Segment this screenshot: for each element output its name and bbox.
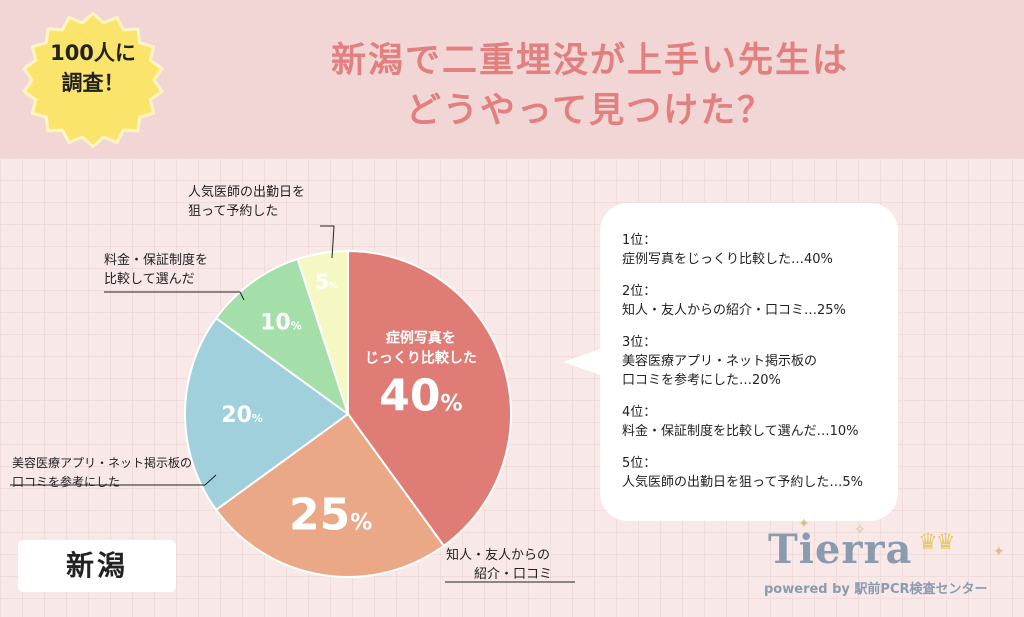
pie-slice bbox=[214, 257, 350, 417]
annotation-line: 知人・友人からの bbox=[446, 548, 551, 563]
percent-sign: % bbox=[291, 320, 302, 333]
ranking-rank: 3位： bbox=[622, 335, 657, 350]
ranking-item: 1位： 症例写真をじっくり比較した…40% bbox=[622, 231, 892, 269]
ranking-text: 人気医師の出勤日を狙って予約した…5% bbox=[622, 475, 863, 490]
ranking-text: 口コミを参考にした…20% bbox=[622, 373, 781, 388]
pie-slice bbox=[183, 316, 350, 512]
annotation-20: 美容医療アプリ・ネット掲示板の 口コミを参考にした bbox=[12, 454, 192, 492]
tierra-logo: ✦ ✧ ✦ Tierra ♛♛ powered by 駅前PCR検査センター bbox=[758, 516, 1008, 605]
leader-lines bbox=[10, 225, 575, 583]
sparkle-icon: ✦ bbox=[798, 516, 810, 532]
title-line: 新潟で二重埋没が上手い先生は bbox=[330, 41, 849, 81]
slice-category-label: 症例写真を bbox=[386, 329, 456, 346]
ranking-rank: 2位： bbox=[622, 284, 657, 299]
survey-badge: 100人に 調査！ bbox=[18, 38, 168, 98]
bubble-tail bbox=[563, 348, 603, 376]
logo-name: Tierra bbox=[768, 526, 913, 573]
percent-sign: % bbox=[350, 511, 372, 536]
ranking-item: 2位： 知人・友人からの紹介・口コミ…25% bbox=[622, 282, 892, 320]
ranking-text: 美容医療アプリ・ネット掲示板の bbox=[622, 354, 818, 369]
badge-starburst bbox=[22, 11, 164, 149]
annotation-line: 狙って予約した bbox=[188, 204, 279, 219]
page-title: 新潟で二重埋没が上手い先生は どうやって見つけた？ bbox=[230, 36, 950, 136]
sparkle-icon: ✦ bbox=[993, 544, 1005, 560]
annotation-25: 知人・友人からの 紹介・口コミ bbox=[446, 546, 552, 584]
slice-value-label: 40% bbox=[379, 370, 462, 421]
ranking-rank: 1位： bbox=[622, 233, 657, 248]
ranking-item: 5位： 人気医師の出勤日を狙って予約した…5% bbox=[622, 454, 892, 492]
pie-slice bbox=[296, 249, 349, 415]
ranking-rank: 4位： bbox=[622, 405, 657, 420]
annotation-10: 料金・保証制度を 比較して選んだ bbox=[104, 251, 208, 289]
badge-line: 調査！ bbox=[61, 71, 125, 95]
ranking-text: 症例写真をじっくり比較した…40% bbox=[622, 252, 833, 267]
ranking-text: 知人・友人からの紹介・口コミ…25% bbox=[622, 303, 846, 318]
title-line: どうやって見つけた？ bbox=[405, 91, 775, 131]
slices bbox=[183, 249, 512, 579]
pie-slice bbox=[347, 249, 512, 548]
pie-chart: 40%25%20%10%5%症例写真をじっくり比較した bbox=[10, 225, 575, 583]
badge-line: 100人に bbox=[50, 41, 136, 65]
leader-line bbox=[320, 225, 335, 259]
crown-icon: ♛♛ bbox=[918, 530, 955, 555]
pie-slice bbox=[214, 412, 446, 579]
annotation-line: 人気医師の出勤日を bbox=[188, 185, 306, 200]
annotation-line: 口コミを参考にした bbox=[12, 475, 121, 489]
annotation-line: 比較して選んだ bbox=[104, 272, 195, 287]
leader-line bbox=[104, 291, 245, 301]
annotation-line: 美容医療アプリ・ネット掲示板の bbox=[12, 456, 193, 470]
annotation-5: 人気医師の出勤日を 狙って予約した bbox=[188, 183, 305, 221]
logo-subtitle: powered by 駅前PCR検査センター bbox=[764, 582, 988, 597]
annotation-line: 料金・保証制度を bbox=[104, 253, 209, 268]
ranking-item: 3位： 美容医療アプリ・ネット掲示板の 口コミを参考にした…20% bbox=[622, 333, 892, 390]
ranking-text: 料金・保証制度を比較して選んだ…10% bbox=[622, 424, 859, 439]
ranking-bubble bbox=[600, 203, 898, 521]
ranking-list: 1位： 症例写真をじっくり比較した…40% 2位： 知人・友人からの紹介・口コミ…25… bbox=[622, 231, 892, 505]
leader-line bbox=[10, 474, 217, 486]
ranking-item: 4位： 料金・保証制度を比較して選んだ…10% bbox=[622, 403, 892, 441]
sparkle-icon: ✧ bbox=[854, 522, 866, 538]
percent-sign: % bbox=[440, 391, 462, 416]
slice-category-label: じっくり比較した bbox=[365, 349, 477, 366]
ranking-rank: 5位： bbox=[622, 456, 657, 471]
region-label: 新潟 bbox=[18, 540, 176, 592]
percent-sign: % bbox=[329, 280, 339, 291]
header-band bbox=[0, 0, 1024, 158]
percent-sign: % bbox=[252, 412, 263, 425]
annotation-line: 紹介・口コミ bbox=[474, 567, 553, 582]
